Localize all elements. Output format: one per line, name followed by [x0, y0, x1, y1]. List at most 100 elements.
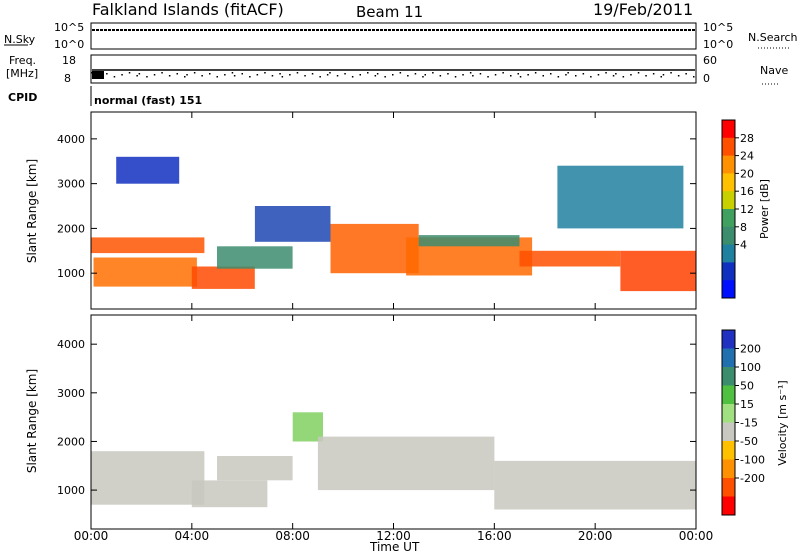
power-panel: 1000 2000 3000 4000 Slant Range [km]: [25, 111, 697, 310]
power-colorbar-box: [722, 137, 735, 157]
nave-dot: [233, 75, 236, 77]
power-region-9: [620, 250, 696, 292]
nave-dot: [494, 74, 497, 76]
power-colorbar-box: [722, 173, 735, 192]
nave-dot: [296, 72, 299, 74]
nave-dot: [670, 72, 672, 74]
nave-dot: [329, 72, 331, 74]
nave-dot: [384, 76, 386, 78]
power-data-regions: [91, 156, 696, 292]
nave-dot: [510, 75, 512, 77]
nave-dot: [590, 76, 592, 78]
nsky-tick-high: 10^5: [54, 21, 84, 34]
nave-dot: [326, 74, 329, 76]
power-region-3: [217, 246, 293, 269]
nave-dot: [138, 73, 141, 75]
nave-dot: [344, 73, 346, 75]
nave-dot: [289, 74, 291, 76]
velocity-ytick-label: 2000: [57, 435, 85, 448]
nave-dot: [374, 75, 377, 77]
time-tick-label: 12:00: [376, 529, 411, 543]
power-colorbar-label: 12: [740, 203, 754, 216]
nave-dot: [113, 76, 116, 78]
freq-panel: Freq. [MHz] 18 8 60 0 Nave: [6, 54, 788, 85]
velocity-colorbar-title: Velocity [m s⁻¹]: [776, 380, 789, 465]
velocity-colorbar-label: 200: [740, 343, 761, 356]
nave-dot: [279, 73, 281, 75]
nave-dot: [106, 73, 108, 75]
velocity-colorbar: 200 100 50 15 -15 -50 -100 -200 Velocity [m s⁻¹…: [721, 329, 789, 516]
cpid-label: CPID: [8, 91, 37, 104]
nave-dot: [693, 76, 695, 78]
nave-dot: [517, 73, 519, 75]
nave-dot: [271, 75, 274, 77]
station-title: Falkland Islands (fitACF): [92, 0, 284, 19]
velocity-colorbar-box: [722, 422, 735, 442]
nave-dot: [519, 76, 522, 78]
nsearch-label: N.Search: [748, 31, 798, 44]
nave-dot: [161, 72, 163, 74]
power-colorbar-box: [722, 226, 735, 246]
nave-tick-high: 60: [703, 54, 717, 67]
nave-dot: [399, 72, 402, 74]
power-ytick-label: 4000: [57, 133, 85, 146]
power-region-0: [91, 237, 205, 254]
nave-dot: [193, 72, 196, 74]
nave-dot: [184, 76, 186, 78]
nave-dot: [534, 72, 537, 74]
time-tick-label: 04:00: [175, 529, 210, 543]
power-ytick-label: 2000: [57, 222, 85, 235]
velocity-colorbar-label: 15: [740, 398, 754, 411]
nave-dot: [565, 74, 567, 76]
nave-dot: [652, 73, 655, 75]
nave-dot: [605, 72, 607, 74]
nave-dot: [630, 74, 632, 76]
nave-dot: [637, 72, 640, 74]
nave-dot: [424, 74, 426, 76]
velocity-ytick-label: 1000: [57, 484, 85, 497]
nave-dot: [264, 72, 266, 74]
power-colorbar-box: [722, 209, 735, 228]
freq-label-line1: Freq.: [9, 54, 36, 67]
velocity-colorbar-box: [722, 404, 735, 423]
nave-dot: [281, 76, 284, 78]
nave-dot: [439, 75, 442, 77]
nave-dot: [447, 73, 449, 75]
power-colorbar: 28 24 20 16 12 8 4 Power [dB]: [721, 119, 771, 299]
power-region-5: [330, 223, 419, 274]
nave-dot: [367, 72, 369, 74]
freq-frame: [90, 54, 697, 84]
power-colorbar-label: 24: [740, 150, 754, 163]
nave-dot: [249, 76, 251, 78]
velocity-colorbar-label: -200: [740, 472, 765, 485]
nave-dot: [392, 74, 394, 76]
nave-dot: [645, 75, 647, 77]
nave-dot: [351, 76, 354, 78]
time-axis-labels: 00:00 04:00 08:00 12:00 16:00 20:00 00:00: [74, 529, 714, 543]
power-region-11: [557, 165, 684, 229]
time-tick-label: 08:00: [275, 529, 310, 543]
velocity-colorbar-box: [722, 496, 735, 516]
velocity-colorbar-box: [722, 478, 735, 497]
nave-dot: [567, 72, 569, 74]
freq-label-line2: [MHz]: [6, 67, 38, 80]
nave-dot: [660, 76, 662, 78]
power-y-axis-label: Slant Range [km]: [25, 159, 39, 263]
nave-dot: [304, 75, 306, 77]
power-colorbar-box: [722, 120, 735, 139]
nsearch-tick-high: 10^5: [703, 21, 733, 34]
nave-dot: [241, 73, 243, 75]
freq-tick-high: 18: [62, 54, 76, 67]
velocity-colorbar-box: [722, 367, 735, 386]
nave-dot: [527, 74, 529, 76]
velocity-x-ticks: [90, 315, 697, 529]
nave-dot: [319, 76, 321, 78]
nave-dot: [256, 74, 259, 76]
nsky-tick-low: 10^0: [54, 38, 84, 51]
nave-dot: [575, 75, 577, 77]
nave-dot: [422, 76, 424, 78]
nave-dot: [472, 75, 474, 77]
nave-dot: [146, 76, 148, 78]
nave-dot: [469, 72, 472, 74]
nave-dot: [336, 75, 339, 77]
